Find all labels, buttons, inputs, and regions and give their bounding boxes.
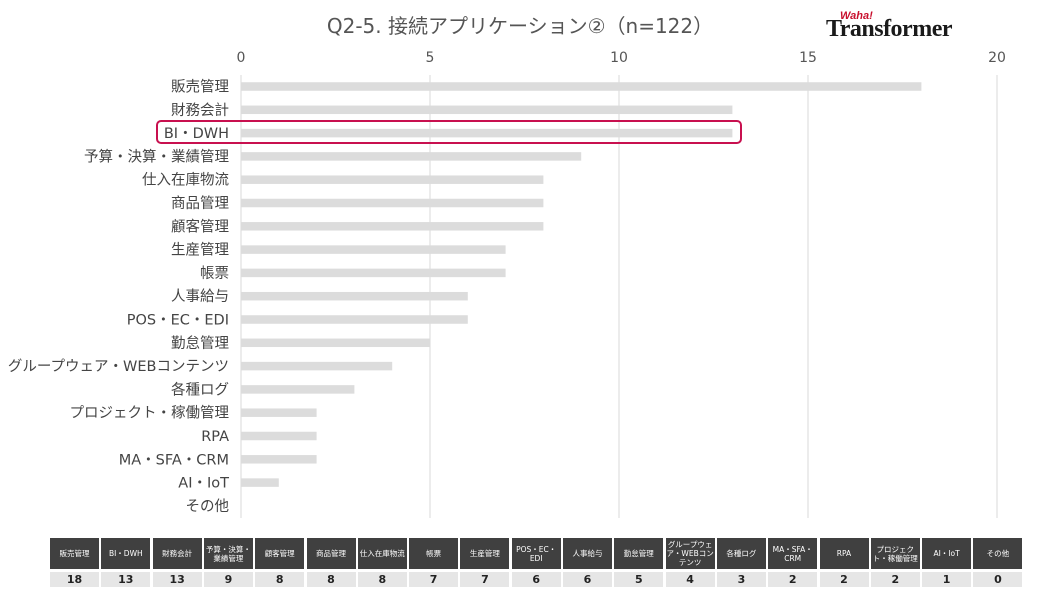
category-label: RPA [201, 429, 229, 445]
table-header-cell: 商品管理 [306, 538, 356, 569]
logo-wordmark: Transformer [826, 16, 953, 42]
category-label: 販売管理 [171, 79, 229, 96]
table-value-cell: 6 [511, 572, 561, 587]
table-header-cell: 各種ログ [716, 538, 766, 569]
table-value-cell: 8 [357, 572, 407, 587]
bar [241, 268, 506, 278]
bar [241, 105, 733, 115]
table-value-cell: 7 [460, 572, 510, 587]
bar [241, 315, 468, 324]
category-label: 予算・決算・業績管理 [84, 148, 229, 165]
bar [241, 245, 506, 254]
bar [241, 361, 393, 371]
highlight-box [156, 120, 742, 144]
table-header-cell: その他 [973, 538, 1023, 569]
bar [241, 478, 279, 487]
category-label: 顧客管理 [171, 218, 229, 235]
table-header-cell: 予算・決算・業績管理 [203, 538, 253, 569]
table-value-cell: 2 [768, 572, 818, 587]
bar [241, 222, 544, 231]
category-label: AI・IoT [178, 476, 229, 492]
bar [241, 455, 317, 464]
table-header-cell: BI・DWH [101, 538, 151, 569]
category-label: その他 [186, 498, 230, 515]
table-header-cell: グループウェア・WEBコンテンツ [665, 538, 715, 569]
category-label: 各種ログ [171, 381, 229, 398]
table-value-cell: 7 [409, 572, 459, 587]
category-label: 人事給与 [171, 288, 229, 305]
category-label: 帳票 [200, 265, 229, 282]
table-header-cell: AI・IoT [922, 538, 972, 569]
table-header-cell: RPA [819, 538, 869, 569]
table-header-cell: 顧客管理 [255, 538, 305, 569]
category-label: MA・SFA・CRM [119, 452, 229, 468]
bar [241, 408, 317, 417]
bar [241, 175, 544, 184]
bar [241, 338, 430, 348]
category-label: POS・EC・EDI [127, 313, 229, 329]
category-label: 財務会計 [171, 102, 229, 119]
table-value-cell: 3 [716, 572, 766, 587]
x-tick-label: 0 [237, 50, 246, 66]
table-value-cell: 9 [203, 572, 253, 587]
table-header-cell: プロジェクト・稼働管理 [870, 538, 920, 569]
table-header-cell: 勤怠管理 [614, 538, 664, 569]
table-value-cell: 18 [50, 572, 99, 587]
brand-logo: Waha! Transformer [826, 8, 966, 48]
table-value-cell: 13 [101, 572, 151, 587]
x-tick-label: 15 [799, 50, 817, 66]
x-tick-label: 10 [610, 50, 628, 66]
table-value-cell: 2 [819, 572, 869, 587]
bar [241, 431, 317, 441]
category-label: BI・DWH [164, 126, 229, 142]
bar [241, 198, 544, 208]
table-header-cell: 仕入在庫物流 [357, 538, 407, 569]
category-label: 仕入在庫物流 [142, 172, 229, 189]
category-label: 勤怠管理 [171, 335, 229, 352]
table-value-cell: 8 [255, 572, 305, 587]
bar [241, 385, 355, 394]
table-value-cell: 4 [665, 572, 715, 587]
bar [241, 152, 582, 161]
x-tick-label: 5 [426, 50, 435, 66]
table-value-cell: 13 [152, 572, 202, 587]
table-header-cell: 人事給与 [563, 538, 612, 569]
bar [241, 82, 922, 91]
table-value-cell: 6 [563, 572, 612, 587]
table-value-cell: 0 [973, 572, 1023, 587]
table-header-cell: 販売管理 [50, 538, 99, 569]
logo-tagline: Waha! [840, 10, 873, 22]
table-value-cell: 5 [614, 572, 664, 587]
category-label: グループウェア・WEBコンテンツ [8, 358, 229, 375]
table-value-cell: 2 [870, 572, 920, 587]
category-label: 商品管理 [171, 195, 229, 212]
bar [241, 291, 468, 301]
x-tick-label: 20 [988, 50, 1006, 66]
table-header-cell: 財務会計 [152, 538, 202, 569]
table-header-cell: POS・EC・EDI [511, 538, 561, 569]
table-header-cell: 生産管理 [460, 538, 510, 569]
bar [241, 128, 733, 138]
category-label: プロジェクト・稼働管理 [70, 405, 230, 422]
table-header-cell: 帳票 [409, 538, 459, 569]
table-value-cell: 1 [922, 572, 972, 587]
category-label: 生産管理 [171, 242, 229, 259]
table-value-cell: 8 [306, 572, 356, 587]
chart-title: Q2-5. 接続アプリケーション②（n=122） [326, 14, 714, 38]
table-header-cell: MA・SFA・CRM [768, 538, 818, 569]
